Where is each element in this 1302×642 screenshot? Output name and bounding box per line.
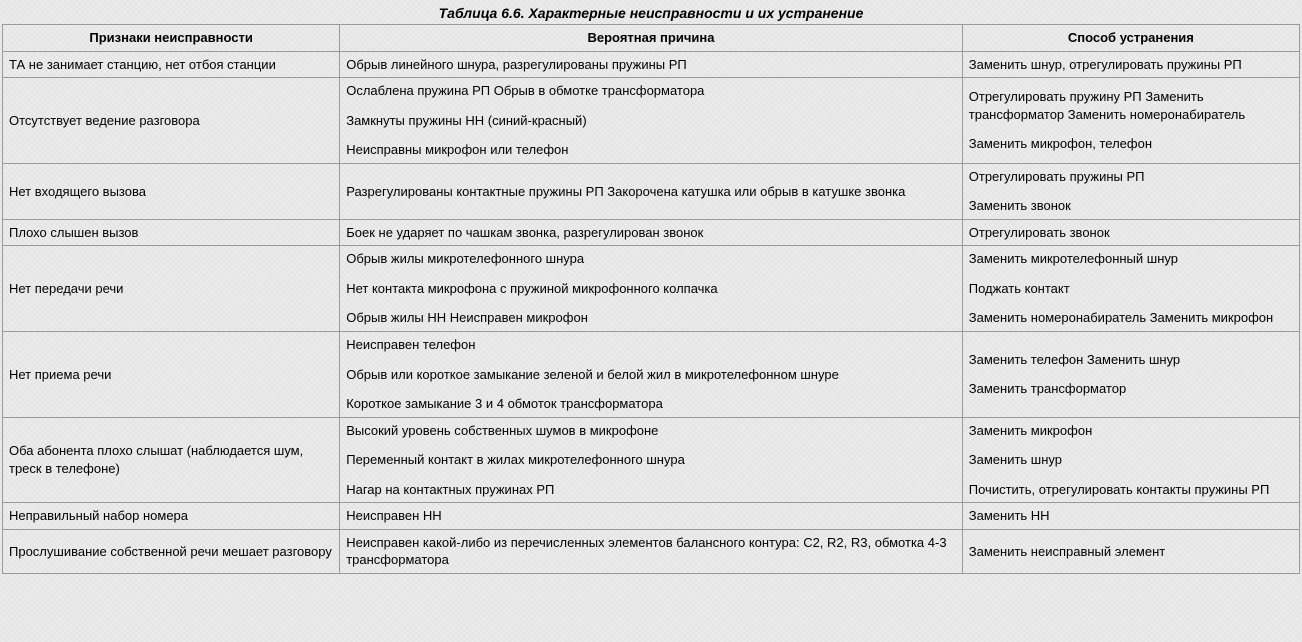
table-row: Оба абонента плохо слышат (наблюдается ш… xyxy=(3,417,1300,503)
cell-text: Неисправен НН xyxy=(346,507,956,525)
cell-text: Заменить НН xyxy=(969,507,1293,525)
table-row: Нет приема речи Неисправен телефон Обрыв и… xyxy=(3,332,1300,418)
cell-text: Поджать контакт xyxy=(969,280,1293,298)
cell-fix: Заменить микрофон Заменить шнур Почистить,… xyxy=(962,417,1299,503)
cell-text: Заменить звонок xyxy=(969,197,1293,215)
cell-text: Нет контакта микрофона с пружиной микроф… xyxy=(346,280,956,298)
cell-text: Обрыв или короткое замыкание зеленой и б… xyxy=(346,366,956,384)
table-row: Отсутствует ведение разговора Ослаблена п… xyxy=(3,78,1300,164)
cell-fix: Отрегулировать пружину РП Заменить транс… xyxy=(962,78,1299,164)
cell-symptom: ТА не занимает станцию, нет отбоя станци… xyxy=(3,51,340,78)
cell-text: Заменить микротелефонный шнур xyxy=(969,250,1293,268)
cell-text: Нагар на контактных пружинах РП xyxy=(346,481,956,499)
cell-fix: Заменить неисправный элемент xyxy=(962,529,1299,573)
cell-text: Отрегулировать пружину РП Заменить транс… xyxy=(969,88,1293,123)
cell-text: Отрегулировать пружины РП xyxy=(969,168,1293,186)
cell-text: Нет приема речи xyxy=(9,366,333,384)
cell-text: Боек не ударяет по чашкам звонка, разрег… xyxy=(346,224,956,242)
cell-text: Отрегулировать звонок xyxy=(969,224,1293,242)
table-row: Неправильный набор номера Неисправен НН За… xyxy=(3,503,1300,530)
cell-fix: Заменить микротелефонный шнур Поджать кон… xyxy=(962,246,1299,332)
table-row: Нет передачи речи Обрыв жилы микротелефон… xyxy=(3,246,1300,332)
cell-text: Плохо слышен вызов xyxy=(9,224,333,242)
cell-text: Заменить микрофон xyxy=(969,422,1293,440)
table-row: ТА не занимает станцию, нет отбоя станци… xyxy=(3,51,1300,78)
table-caption: Таблица 6.6. Характерные неисправности и… xyxy=(2,2,1300,24)
cell-cause: Боек не ударяет по чашкам звонка, разрег… xyxy=(340,219,963,246)
cell-text: Неисправен какой-либо из перечисленных э… xyxy=(346,534,956,569)
cell-text: Оба абонента плохо слышат (наблюдается ш… xyxy=(9,442,333,477)
cell-text: Заменить неисправный элемент xyxy=(969,543,1293,561)
cell-text: Неисправен телефон xyxy=(346,336,956,354)
cell-text: Нет входящего вызова xyxy=(9,183,333,201)
cell-cause: Высокий уровень собственных шумов в микр… xyxy=(340,417,963,503)
table-row: Плохо слышен вызов Боек не ударяет по чаш… xyxy=(3,219,1300,246)
cell-text: Заменить трансформатор xyxy=(969,380,1293,398)
cell-text: Разрегулированы контактные пружины РП За… xyxy=(346,183,956,201)
cell-fix: Заменить телефон Заменить шнур Заменить т… xyxy=(962,332,1299,418)
cell-symptom: Отсутствует ведение разговора xyxy=(3,78,340,164)
cell-symptom: Нет передачи речи xyxy=(3,246,340,332)
cell-text: Обрыв жилы микротелефонного шнура xyxy=(346,250,956,268)
cell-cause: Ослаблена пружина РП Обрыв в обмотке тра… xyxy=(340,78,963,164)
cell-cause: Разрегулированы контактные пружины РП За… xyxy=(340,163,963,219)
table-row: Прослушивание собственной речи мешает ра… xyxy=(3,529,1300,573)
cell-text: Заменить микрофон, телефон xyxy=(969,135,1293,153)
cell-cause: Неисправен телефон Обрыв или короткое зам… xyxy=(340,332,963,418)
cell-cause: Обрыв линейного шнура, разрегулированы п… xyxy=(340,51,963,78)
cell-cause: Неисправен НН xyxy=(340,503,963,530)
cell-text: Неправильный набор номера xyxy=(9,507,333,525)
cell-text: Заменить шнур, отрегулировать пружины РП xyxy=(969,56,1293,74)
cell-symptom: Неправильный набор номера xyxy=(3,503,340,530)
cell-text: Заменить шнур xyxy=(969,451,1293,469)
cell-cause: Неисправен какой-либо из перечисленных э… xyxy=(340,529,963,573)
cell-symptom: Прослушивание собственной речи мешает ра… xyxy=(3,529,340,573)
cell-symptom: Нет входящего вызова xyxy=(3,163,340,219)
header-fix: Способ устранения xyxy=(962,25,1299,52)
cell-symptom: Нет приема речи xyxy=(3,332,340,418)
cell-fix: Отрегулировать пружины РП Заменить звонок xyxy=(962,163,1299,219)
cell-symptom: Оба абонента плохо слышат (наблюдается ш… xyxy=(3,417,340,503)
cell-text: Короткое замыкание 3 и 4 обмоток трансфо… xyxy=(346,395,956,413)
cell-fix: Заменить шнур, отрегулировать пружины РП xyxy=(962,51,1299,78)
cell-text: Отсутствует ведение разговора xyxy=(9,112,333,130)
cell-text: Заменить номеронабиратель Заменить микро… xyxy=(969,309,1293,327)
cell-text: Переменный контакт в жилах микротелефонн… xyxy=(346,451,956,469)
cell-text: ТА не занимает станцию, нет отбоя станци… xyxy=(9,56,333,74)
cell-fix: Отрегулировать звонок xyxy=(962,219,1299,246)
cell-text: Высокий уровень собственных шумов в микр… xyxy=(346,422,956,440)
cell-text: Неисправны микрофон или телефон xyxy=(346,141,956,159)
cell-text: Обрыв линейного шнура, разрегулированы п… xyxy=(346,56,956,74)
header-symptom: Признаки неисправности xyxy=(3,25,340,52)
cell-symptom: Плохо слышен вызов xyxy=(3,219,340,246)
header-cause: Вероятная причина xyxy=(340,25,963,52)
table-row: Нет входящего вызова Разрегулированы конт… xyxy=(3,163,1300,219)
cell-fix: Заменить НН xyxy=(962,503,1299,530)
table-header-row: Признаки неисправности Вероятная причина… xyxy=(3,25,1300,52)
cell-text: Почистить, отрегулировать контакты пружи… xyxy=(969,481,1293,499)
cell-text: Обрыв жилы НН Неисправен микрофон xyxy=(346,309,956,327)
cell-text: Прослушивание собственной речи мешает ра… xyxy=(9,543,333,561)
table-body: ТА не занимает станцию, нет отбоя станци… xyxy=(3,51,1300,573)
cell-text: Заменить телефон Заменить шнур xyxy=(969,351,1293,369)
cell-text: Замкнуты пружины НН (синий-красный) xyxy=(346,112,956,130)
cell-text: Нет передачи речи xyxy=(9,280,333,298)
cell-cause: Обрыв жилы микротелефонного шнура Нет кон… xyxy=(340,246,963,332)
faults-table: Признаки неисправности Вероятная причина… xyxy=(2,24,1300,574)
cell-text: Ослаблена пружина РП Обрыв в обмотке тра… xyxy=(346,82,956,100)
